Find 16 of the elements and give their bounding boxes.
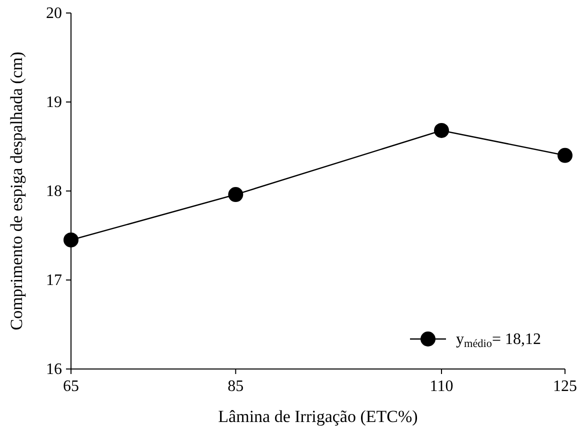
y-tick-label: 20 — [46, 5, 62, 22]
x-tick-label: 65 — [63, 378, 79, 395]
x-tick-label: 110 — [430, 378, 454, 395]
x-axis-title: Lâmina de Irrigação (ETC%) — [218, 407, 418, 426]
y-tick-label: 18 — [46, 183, 62, 200]
point — [434, 122, 449, 138]
y-axis-title: Comprimento de espiga despalhada (cm) — [7, 52, 26, 330]
legend-label: y$_{médio}$= 18,12 — [456, 331, 541, 350]
y-tick-label: 16 — [46, 361, 62, 378]
x-tick-label: 125 — [553, 378, 577, 395]
point — [64, 232, 78, 248]
point — [558, 148, 572, 163]
y-tick-label: 19 — [46, 94, 62, 111]
x-tick-label: 85 — [228, 378, 244, 395]
y-tick-label: 17 — [46, 272, 62, 289]
point — [228, 187, 244, 202]
